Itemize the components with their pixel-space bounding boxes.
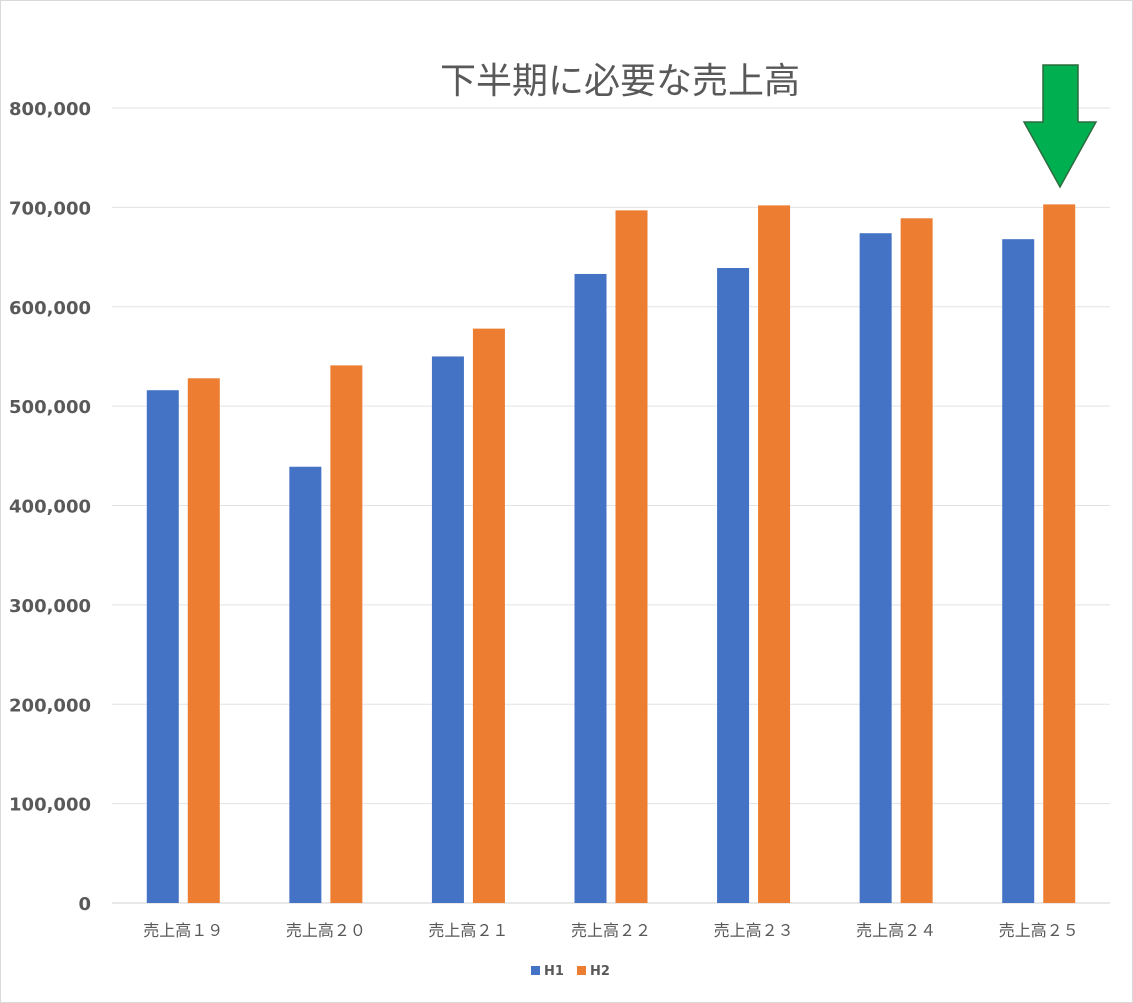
bar-h1 <box>431 356 464 903</box>
x-axis-ticks: 売上高１９ 売上高２０ 売上高２１ 売上高２２ 売上高２３ 売上高２４ 売上高２５ <box>143 921 1078 940</box>
y-tick-label: 100,000 <box>9 795 91 816</box>
legend: H1 H2 <box>531 964 610 979</box>
gridlines <box>112 107 1110 904</box>
bar-h2 <box>187 378 220 903</box>
legend-label: H1 <box>544 964 564 979</box>
bar-h2 <box>758 205 791 903</box>
bar-h1 <box>289 466 322 903</box>
bar-h2 <box>900 218 933 903</box>
x-tick-label: 売上高２５ <box>999 921 1079 940</box>
x-tick-label: 売上高２４ <box>856 921 936 940</box>
y-tick-label: 400,000 <box>9 497 91 518</box>
y-tick-label: 300,000 <box>9 596 91 617</box>
y-tick-label: 800,000 <box>9 99 91 120</box>
y-tick-label: 500,000 <box>9 397 91 418</box>
down-arrow-icon <box>1022 64 1098 189</box>
y-tick-label: 600,000 <box>9 298 91 319</box>
bar-h2 <box>1043 204 1076 904</box>
y-tick-label: 200,000 <box>9 695 91 716</box>
y-tick-label: 700,000 <box>9 198 91 219</box>
bar-h1 <box>717 267 750 903</box>
bar-h2 <box>615 210 648 903</box>
bar-h1 <box>574 273 607 903</box>
bar-h2 <box>330 365 363 904</box>
bar-h1 <box>146 390 179 904</box>
bars <box>146 204 1076 904</box>
legend-label: H2 <box>590 964 610 979</box>
x-tick-label: 売上高２０ <box>286 921 366 940</box>
chart-title: 下半期に必要な売上高 <box>440 61 800 102</box>
bar-h2 <box>472 328 505 903</box>
x-tick-label: 売上高２３ <box>714 921 794 940</box>
x-tick-label: 売上高２２ <box>571 921 651 940</box>
legend-swatch <box>577 966 586 975</box>
legend-swatch <box>531 966 540 975</box>
x-tick-label: 売上高２１ <box>428 921 508 940</box>
x-tick-label: 売上高１９ <box>143 921 223 940</box>
bar-h1 <box>859 233 892 903</box>
bar-h1 <box>1002 239 1035 904</box>
y-tick-label: 0 <box>78 894 91 915</box>
y-axis-ticks: 0 100,000 200,000 300,000 400,000 500,000 600,… <box>9 99 91 915</box>
